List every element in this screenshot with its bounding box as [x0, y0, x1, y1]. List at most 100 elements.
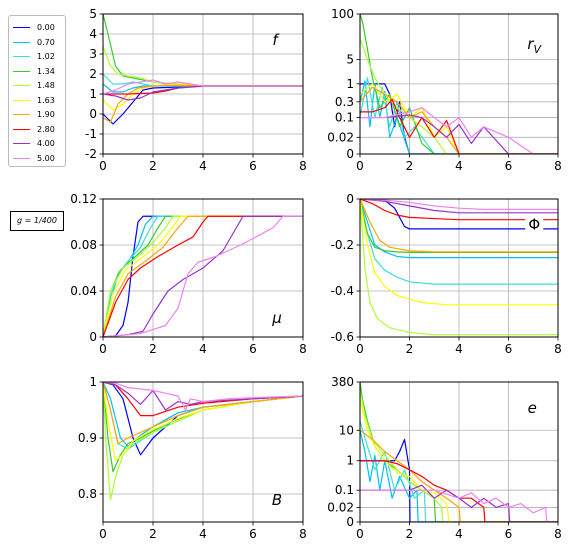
- series-group: [103, 14, 303, 125]
- series-line-5.00: [360, 107, 558, 154]
- series-line-1.48: [360, 390, 558, 522]
- legend-swatch: [13, 128, 30, 130]
- series-line-2.80: [360, 460, 558, 522]
- y-tick-label: 1: [346, 454, 354, 468]
- y-tick-label: -0.4: [331, 284, 354, 298]
- x-tick-label: 6: [505, 159, 513, 173]
- chart-panel-phi: 0 2 4 6 8 -0.6 -0.4 -0.2 0 Φ: [331, 192, 562, 356]
- series-group: [103, 215, 303, 337]
- y-tick-label: 10: [339, 423, 354, 437]
- legend-entry: 1.90: [13, 109, 63, 121]
- x-tick-label: 0: [356, 159, 364, 173]
- series-line-1.90: [360, 429, 558, 522]
- series-line-4.00: [103, 382, 303, 411]
- legend-entry: 0.70: [13, 37, 63, 49]
- x-tick-label: 4: [455, 159, 463, 173]
- series-line-1.63: [103, 382, 303, 461]
- y-tick-label: 0.02: [327, 500, 354, 514]
- series-line-1.90: [360, 199, 558, 253]
- series-line-1.63: [360, 399, 558, 522]
- x-tick-label: 6: [249, 527, 257, 541]
- legend: 0.00 0.70 1.02 1.34 1.48 1.63 1.90 2.80 4.00 5.00: [8, 15, 66, 167]
- chart-panel-e: 0 2 4 6 8 00.02 0.1 1 10 380 e: [327, 375, 562, 541]
- series-line-1.02: [103, 215, 303, 337]
- legend-entry: 1.48: [13, 80, 63, 92]
- series-line-1.02: [360, 199, 558, 285]
- series-line-2.80: [360, 199, 558, 221]
- legend-label: 1.34: [37, 66, 55, 76]
- series-line-0.70: [360, 199, 558, 259]
- x-tick-label: 6: [249, 342, 257, 356]
- y-tick-label: 0.12: [70, 192, 97, 206]
- legend-swatch: [13, 56, 30, 57]
- axes-frame: [102, 381, 304, 523]
- y-tick-label: 3: [89, 47, 97, 61]
- legend-entry: 1.02: [13, 51, 63, 63]
- y-tick-label: 380: [331, 375, 354, 389]
- x-tick-label: 2: [149, 527, 157, 541]
- legend-label: 4.00: [37, 139, 55, 148]
- series-line-1.90: [103, 382, 303, 445]
- series-line-1.02: [360, 420, 558, 522]
- legend-entry: 5.00: [13, 153, 63, 165]
- legend-label: 0.00: [37, 23, 55, 32]
- series-group: [360, 382, 558, 522]
- label-background: [525, 216, 544, 235]
- series-line-1.63: [360, 199, 558, 306]
- x-tick-label: 0: [99, 159, 107, 173]
- x-tick-label: 4: [199, 527, 207, 541]
- x-tick-label: 4: [455, 527, 463, 541]
- series-line-1.34: [360, 199, 558, 253]
- legend-label: 1.90: [37, 110, 55, 119]
- y-tick-label: 0.9: [78, 431, 97, 445]
- y-tick-label: 0: [346, 192, 354, 206]
- axes-frame: [359, 198, 559, 338]
- legend-label: 1.48: [37, 81, 55, 90]
- x-tick-label: 6: [505, 527, 513, 541]
- series-line-5.00: [360, 199, 558, 210]
- x-tick-label: 6: [249, 159, 257, 173]
- y-tick-label: 0.1: [335, 111, 354, 125]
- x-tick-label: 0: [356, 342, 364, 356]
- x-tick-label: 8: [299, 342, 307, 356]
- legend-label: 1.02: [37, 52, 55, 61]
- x-tick-label: 8: [299, 527, 307, 541]
- legend-swatch: [13, 70, 30, 72]
- x-tick-label: 0: [99, 527, 107, 541]
- x-tick-label: 0: [99, 342, 107, 356]
- legend-entry: 1.34: [13, 66, 63, 78]
- y-tick-label: 0: [89, 107, 97, 121]
- x-tick-label: 4: [455, 342, 463, 356]
- panel-label: μ: [271, 309, 282, 327]
- legend-swatch: [13, 99, 30, 101]
- series-line-1.48: [360, 38, 558, 154]
- y-tick-label: 0.08: [70, 238, 97, 252]
- legend-swatch: [13, 157, 30, 159]
- series-group: [360, 199, 558, 336]
- x-tick-label: 8: [554, 527, 562, 541]
- x-tick-label: 2: [149, 159, 157, 173]
- series-line-1.63: [360, 83, 558, 154]
- legend-entry: 2.80: [13, 124, 63, 136]
- axes-frame: [102, 198, 304, 338]
- y-tick-label: 0: [346, 515, 354, 529]
- axes-frame: [359, 13, 559, 155]
- series-line-2.80: [360, 98, 558, 154]
- y-tick-label: 2: [89, 67, 97, 81]
- series-line-5.00: [103, 382, 303, 411]
- series-line-1.90: [103, 215, 303, 337]
- series-line-0.00: [103, 215, 303, 337]
- x-tick-label: 4: [199, 342, 207, 356]
- x-tick-label: 4: [199, 159, 207, 173]
- series-line-1.48: [360, 199, 558, 336]
- x-tick-label: 2: [149, 342, 157, 356]
- series-line-5.00: [103, 215, 303, 337]
- y-tick-label: 1: [89, 87, 97, 101]
- g-annotation: g = 1/400: [10, 211, 64, 231]
- axes-frame: [359, 381, 559, 523]
- x-tick-label: 2: [406, 342, 414, 356]
- y-tick-label: 4: [89, 27, 97, 41]
- panel-label: f: [272, 31, 280, 49]
